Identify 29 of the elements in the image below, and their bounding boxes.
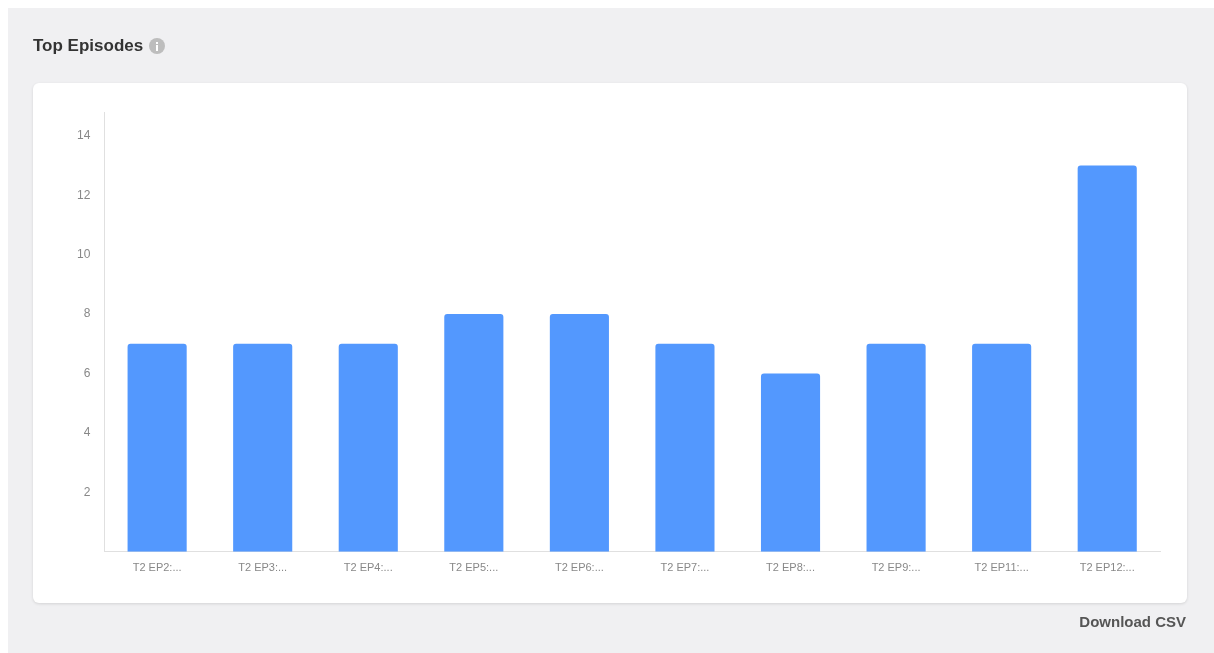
y-tick-label: 8	[83, 306, 91, 321]
x-tick-label: T2 EP6:...	[554, 561, 604, 574]
x-tick-label: T2 EP9:...	[871, 561, 921, 574]
bar	[866, 343, 926, 552]
bar	[1077, 165, 1137, 552]
chart-title: Top Episodes	[33, 36, 144, 56]
bar	[338, 343, 398, 552]
text: Download CSV	[1079, 613, 1186, 630]
x-tick-label: T2 EP7:...	[660, 561, 710, 574]
bar	[972, 343, 1032, 552]
x-tick-label: T2 EP12:...	[1079, 561, 1135, 574]
x-tick-label: T2 EP4:...	[343, 561, 393, 574]
y-tick-label: 14	[76, 128, 91, 143]
y-tick-label: 2	[83, 484, 91, 499]
y-tick-label: 4	[83, 425, 91, 440]
bar	[549, 314, 609, 552]
x-tick-label: T2 EP2:...	[132, 561, 182, 574]
x-tick-label: T2 EP5:...	[449, 561, 499, 574]
y-tick-label: 10	[76, 246, 91, 261]
bar	[233, 343, 293, 552]
bar	[760, 373, 821, 552]
bar	[655, 343, 715, 552]
x-tick-label: T2 EP3:...	[238, 561, 288, 574]
y-tick-label: 12	[76, 187, 91, 202]
bar	[444, 314, 504, 552]
x-tick-label: T2 EP11:...	[974, 561, 1029, 574]
x-tick-label: T2 EP8:...	[766, 561, 815, 574]
y-tick-label: 6	[83, 365, 91, 380]
bar	[127, 343, 187, 552]
